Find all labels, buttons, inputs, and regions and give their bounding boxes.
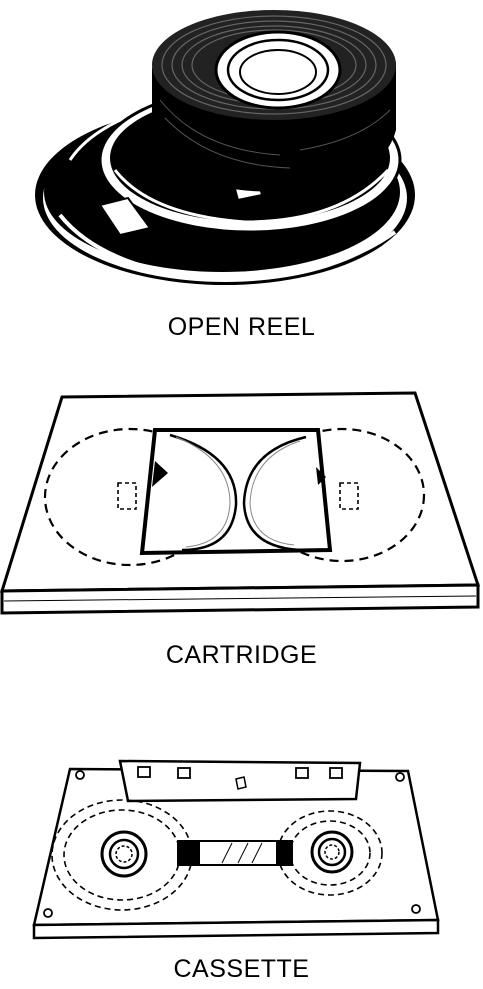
cartridge-figure bbox=[0, 385, 483, 625]
cartridge-label: CARTRIDGE bbox=[165, 641, 318, 669]
cassette-label: CASSETTE bbox=[173, 955, 310, 983]
cassette-icon bbox=[32, 759, 440, 940]
open-reel-figure bbox=[0, 0, 483, 310]
open-reel-icon bbox=[35, 10, 415, 285]
cartridge-icon bbox=[0, 391, 481, 615]
cassette-figure bbox=[0, 755, 483, 945]
open-reel-label: OPEN REEL bbox=[167, 313, 316, 341]
